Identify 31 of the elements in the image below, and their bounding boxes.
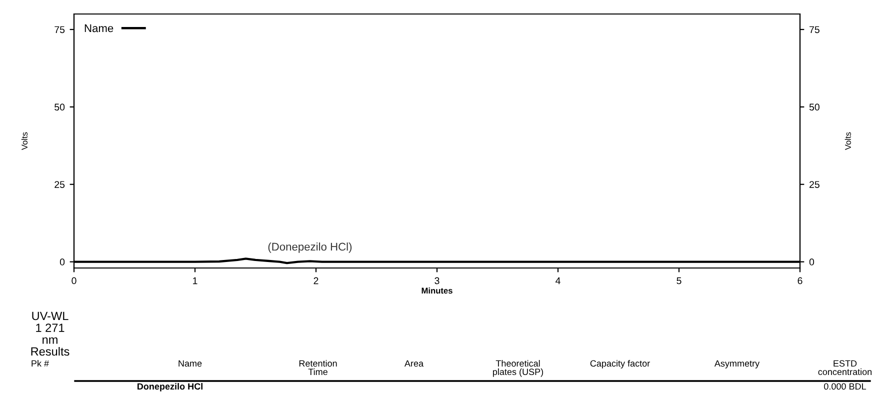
y-tick-label: 50 xyxy=(54,104,65,111)
text: Capacity factor xyxy=(590,360,650,368)
x-tick-label: 3 xyxy=(434,277,440,284)
y2-tick-label: 25 xyxy=(810,181,820,188)
x-tick-label: 6 xyxy=(798,277,802,284)
y2-tick-label: 0 xyxy=(809,258,814,266)
text: ESTD concentration xyxy=(818,360,872,376)
text: UV-WL 1 271 nm Results xyxy=(31,312,70,356)
x-tick-label: 1 xyxy=(193,277,198,284)
y-axis-title: Volts xyxy=(21,132,28,150)
text: Pk # xyxy=(32,360,49,367)
y2-axis-title: Volts xyxy=(844,132,851,150)
text: Area xyxy=(404,360,424,367)
y-tick-label: 25 xyxy=(54,181,65,188)
text: Donepezilo HCl xyxy=(138,383,202,392)
legend-label: Name xyxy=(84,24,114,32)
y2-tick-label: 50 xyxy=(809,104,820,111)
text: Name xyxy=(178,360,202,367)
text: Asymmetry xyxy=(714,360,760,368)
text: Retention Time xyxy=(299,360,337,376)
y2-tick-label: 75 xyxy=(810,26,820,34)
x-tick-label: 5 xyxy=(676,277,682,284)
x-tick-label: 0 xyxy=(72,277,76,284)
x-tick-label: 2 xyxy=(314,277,318,284)
x-tick-label: 4 xyxy=(556,277,560,284)
y-tick-label: 0 xyxy=(60,258,65,266)
x-axis-title: Minutes xyxy=(422,287,452,294)
text: 0.000 BDL xyxy=(824,383,866,390)
y-tick-label: 75 xyxy=(54,26,65,34)
text: Theoretical plates (USP) xyxy=(492,360,544,377)
annotation: (Donepezilo HCl) xyxy=(268,242,352,253)
